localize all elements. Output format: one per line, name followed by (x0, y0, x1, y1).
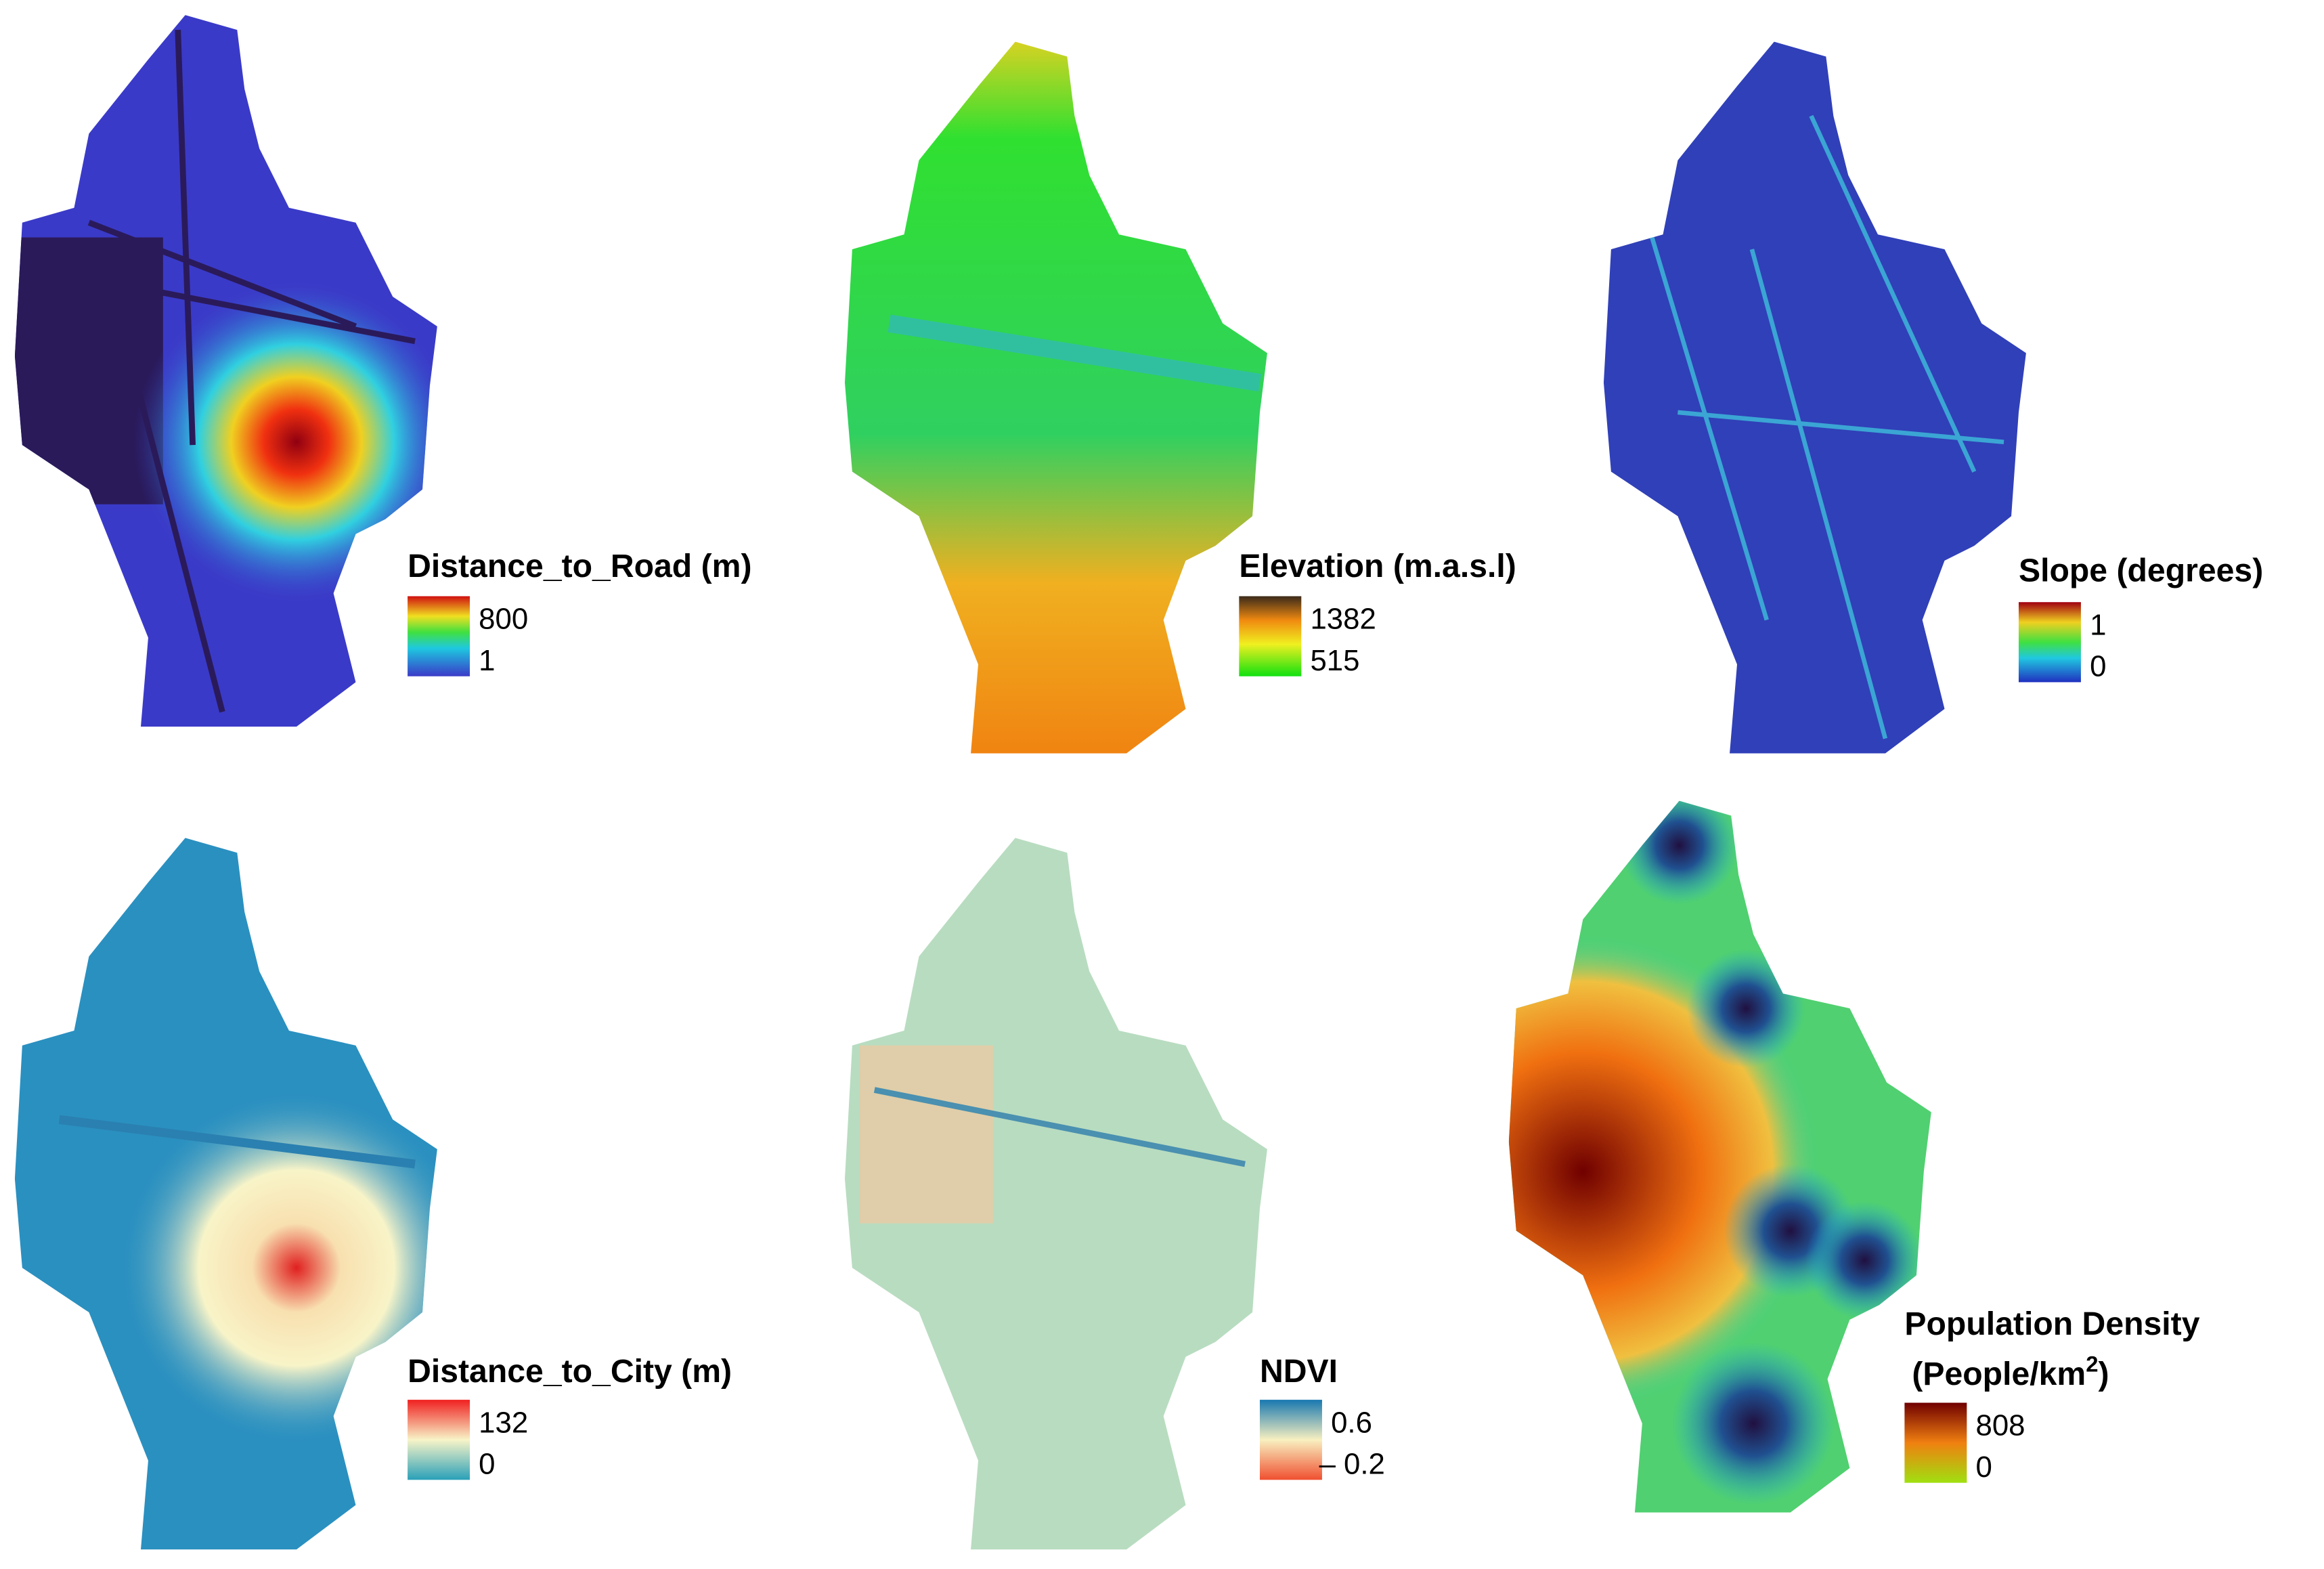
legend-min: 1 (479, 644, 495, 677)
legend-road: Distance_to_Road (m) 800 1 (408, 548, 752, 677)
legend-max: 1382 (1310, 603, 1376, 636)
color-bar (1260, 1400, 1322, 1480)
map-elevation (844, 41, 1267, 754)
map-population (1508, 800, 1931, 1513)
legend-max: 800 (479, 603, 528, 636)
unit: (People/km (1912, 1356, 2086, 1392)
legend-ndvi: NDVI 0.6 – 0.2 (1260, 1353, 1385, 1481)
legend-title: Population Density (1904, 1306, 2199, 1342)
color-bar (1239, 596, 1302, 676)
map-road (14, 15, 437, 727)
legend-title: Elevation (m.a.s.l) (1239, 548, 1516, 584)
color-bar (2018, 602, 2081, 683)
color-bar (1904, 1402, 1967, 1483)
legend-max: 808 (1975, 1409, 2025, 1442)
legend-min: – 0.2 (1319, 1448, 1385, 1481)
legend-title: Slope (degrees) (2019, 553, 2263, 589)
legend-population: Population Density (People/km2) 808 0 (1904, 1306, 2200, 1484)
legend-slope: Slope (degrees) 1 0 (2018, 553, 2263, 683)
legend-min: 515 (1310, 644, 1359, 677)
legend-city: Distance_to_City (m) 132 0 (408, 1353, 732, 1481)
unit-exponent: 2 (2086, 1352, 2098, 1377)
legend-title: NDVI (1260, 1353, 1338, 1390)
map-slope (1603, 41, 2026, 754)
legend-title: Distance_to_Road (m) (408, 548, 751, 584)
color-bar (408, 1400, 470, 1480)
legend-max: 1 (2090, 608, 2106, 641)
legend-max: 0.6 (1331, 1406, 1372, 1439)
color-bar (408, 596, 470, 676)
legend-min: 0 (2090, 650, 2106, 683)
legend-subtitle: (People/km2) (1912, 1352, 2109, 1393)
legend-max: 132 (479, 1406, 528, 1439)
legend-elevation: Elevation (m.a.s.l) 1382 515 (1239, 548, 1516, 677)
legend-min: 0 (479, 1448, 495, 1481)
unit-end: ) (2099, 1356, 2109, 1392)
legend-title: Distance_to_City (m) (408, 1353, 732, 1390)
map-city (14, 838, 437, 1550)
legend-min: 0 (1975, 1450, 1992, 1484)
map-ndvi (844, 838, 1267, 1550)
